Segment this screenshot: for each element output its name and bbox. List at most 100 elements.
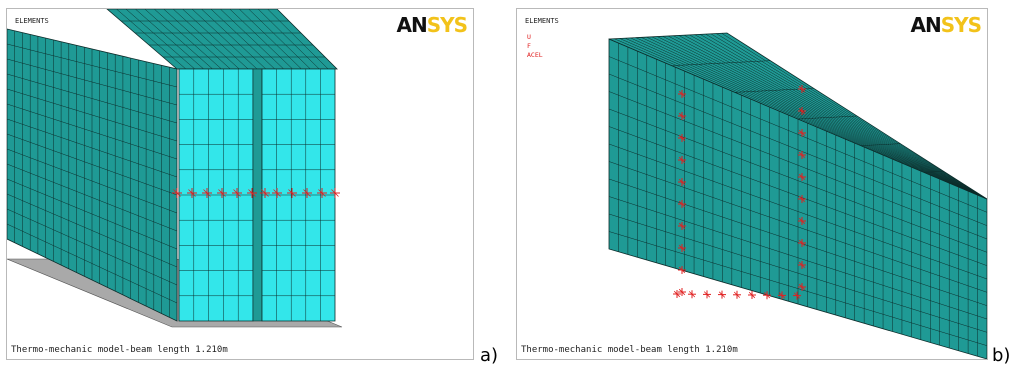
constraint-marker [173,189,181,197]
panel-tag-b: b) [992,345,1011,366]
constraint-marker [718,291,726,298]
viewport-panel-a[interactable]: ELEMENTS ANSYS Thermo-mechanic model-bea… [6,8,474,360]
constraint-marker [798,129,806,137]
front-face-gridline [608,56,987,213]
front-face-gridline [608,108,987,253]
front-face-gridline [608,178,987,306]
top-face-gridline [201,9,267,70]
front-face-gridline [608,91,987,240]
top-face-gridline [267,9,329,70]
constraint-marker [233,189,241,197]
left-face-gridline [7,133,178,196]
left-face-gridline [7,148,178,214]
top-face-gridline [248,9,311,70]
top-face-gridline [860,143,901,146]
constraint-marker [678,134,686,142]
constraint-marker [798,151,806,159]
constraint-marker [248,189,256,197]
constraint-marker [703,291,711,298]
top-face-gridline [671,60,771,66]
top-face-gridline [210,9,275,70]
constraint-marker [798,217,806,225]
constraint-marker [678,156,686,164]
constraint-marker [798,261,806,269]
elements-label: ELEMENTS [525,17,559,25]
top-face-gridline [923,171,944,173]
top-face-fill [106,9,338,70]
constraint-marker [733,291,741,298]
left-face-gridline [7,118,178,178]
constraint-marker [678,266,686,274]
left-face-gridline [7,223,178,304]
left-face-gridline [7,193,178,268]
legend: U F ACEL [527,33,543,60]
constraint-marker [763,292,771,299]
beam-left-face [7,28,178,322]
constraint-marker [798,195,806,203]
elements-label: ELEMENTS [15,17,49,25]
mesh-view-b[interactable] [517,9,987,359]
top-face-gridline [220,9,284,70]
left-face-gridline [7,88,178,142]
front-face-gridline [608,143,987,280]
constraint-marker [678,178,686,186]
top-face-gridline [191,9,258,70]
constraint-marker [748,291,756,299]
top-face-gridline [257,9,320,70]
left-face-gridline [7,43,178,88]
constraint-marker [203,189,211,197]
front-face-gridline [608,126,987,266]
left-face-gridline [7,73,178,124]
constraint-marker [261,189,269,197]
constraint-marker [273,189,281,197]
constraint-marker [793,292,801,299]
mesh-view-a[interactable] [7,9,473,359]
constraint-marker [678,200,686,208]
constraint-marker [798,173,806,181]
legend-acel: ACEL [527,51,543,59]
constraint-marker [678,244,686,252]
front-face-gridline [608,196,987,320]
constraint-marker [798,239,806,247]
constraint-marker [188,189,196,197]
plot-caption: Thermo-mechanic model-beam length 1.210m [521,345,738,355]
top-face-gridline [239,9,302,70]
legend-u: U [527,33,531,41]
top-face-gridline [163,9,231,70]
constraint-marker [798,283,806,291]
top-face-gridline [144,9,213,70]
ansys-logo: ANSYS [910,13,982,37]
left-face-gridline [7,163,178,232]
top-face-gridline [172,9,240,70]
constraint-marker [798,85,806,93]
front-face-gridline [608,73,987,226]
constraint-marker [688,291,696,298]
plot-caption: Thermo-mechanic model-beam length 1.210m [11,345,228,355]
front-face-gridline [608,161,987,293]
top-face-gridline [797,115,858,120]
beam-front-face [178,68,336,322]
top-face-gridline [116,9,187,70]
top-face-gridline [154,9,222,70]
constraint-markers [673,85,806,300]
constraint-marker [678,222,686,230]
constraint-marker [798,107,806,115]
viewport-panel-b[interactable]: ELEMENTS U F ACEL ANSYS Thermo-mechanic … [516,8,988,360]
constraint-marker [303,189,311,197]
top-face-gridline [135,9,204,70]
left-face-gridline [7,103,178,160]
constraint-marker [288,189,296,197]
constraint-marker [778,292,786,299]
panel-tag-a: a) [480,345,499,366]
top-face-gridline [229,9,293,70]
constraint-marker [331,189,339,197]
front-face-gridline [608,231,987,346]
constraint-marker [678,112,686,120]
left-face-gridline [7,178,178,250]
constraint-marker [218,189,226,197]
front-face-gridline [608,213,987,333]
top-face-gridline [125,9,195,70]
beam-top-face [106,9,338,70]
constraint-marker [673,290,681,298]
left-face-gridline [7,208,178,286]
